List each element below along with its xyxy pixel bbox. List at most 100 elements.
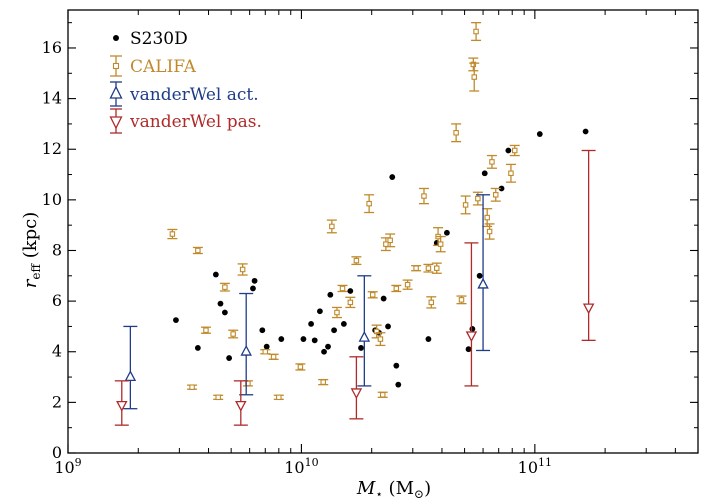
data-point [173,317,179,323]
data-point [582,128,589,135]
legend-label: S230D [130,29,188,49]
data-point [358,330,371,342]
y-axis-title-sub: eff [29,263,43,280]
data-point [481,170,488,177]
data-point [366,200,372,207]
legend-item: CALIFA [110,55,197,77]
legend-label: vanderWel pas. [129,112,262,132]
y-tick-label: 4 [52,342,62,361]
data-point [297,364,304,370]
legend-marker [109,85,123,99]
data-point [421,193,427,199]
data-point [469,326,476,332]
data-point [582,303,595,315]
data-point [380,295,387,302]
data-point [222,284,228,290]
data-point [340,320,347,327]
y-axis-title: reff (kpc) [20,212,43,289]
legend-marker [109,116,123,130]
legend-item: vanderWel act. [109,81,259,107]
data-point [389,174,396,180]
data-point [239,266,246,273]
data-point [465,346,472,353]
legend-item: vanderWel pas. [109,108,262,134]
data-point [489,159,495,165]
data-point [215,394,221,401]
data-point [425,265,432,271]
data-point [477,277,489,289]
data-point [385,323,391,330]
data-layer [114,22,596,426]
data-point [393,362,400,369]
data-point [347,299,354,306]
legend-label: vanderWel act. [129,85,259,105]
y-tick-label: 2 [52,392,62,411]
data-point [404,281,411,288]
y-axis-title-unit: (kpc) [20,212,41,264]
data-point [492,192,499,198]
data-point [251,277,258,284]
data-point [373,328,380,335]
series-dot [173,128,589,388]
data-point [189,384,195,390]
data-point [505,147,512,154]
data-point [240,344,252,356]
data-point [428,299,435,306]
data-point [212,271,219,278]
data-point [473,28,479,35]
data-point [116,400,128,412]
data-point [334,309,340,316]
data-point [339,285,346,292]
data-point [475,195,481,202]
data-point [262,348,269,355]
data-point [486,228,493,235]
data-point [259,327,266,334]
series-triangle-down [114,149,596,426]
y-tick-label: 0 [52,443,62,462]
y-tick-label: 10 [42,190,62,209]
data-point [387,237,393,244]
data-point [311,337,318,344]
data-point [508,170,514,177]
data-point [263,343,270,350]
data-point [484,214,490,221]
x-tick-label: 1010 [284,456,318,477]
x-axis-title-unit-close: ) [424,478,431,499]
y-axis-title-main: r [20,278,41,288]
plot-frame [67,9,699,454]
data-point [331,327,337,334]
data-point [327,291,334,298]
legend-marker [113,35,119,41]
x-tick-label: 1011 [518,456,552,477]
legend-item: S230D [113,29,188,49]
data-point [347,288,354,294]
data-point [353,257,360,264]
data-point [425,336,432,342]
data-point [383,241,389,247]
legend: S230D CALIFA vanderWel act. vanderWel pas. [109,29,262,134]
data-point [377,336,384,342]
data-point [471,74,477,80]
data-point [195,247,201,254]
data-point [221,309,228,316]
data-point [350,388,363,400]
data-point [250,285,256,292]
data-point [203,327,209,333]
y-tick-label: 12 [42,139,62,158]
data-point [453,130,459,136]
data-point [235,400,247,412]
data-point [444,229,450,236]
data-point [276,394,282,401]
data-point [358,345,364,351]
data-point [325,343,331,350]
data-point [278,336,285,342]
data-point [270,354,277,360]
data-point [476,272,483,279]
legend-marker [112,62,120,70]
y-tick-label: 16 [42,38,62,57]
data-point [470,61,477,68]
data-point [369,292,376,298]
data-point [462,202,469,208]
x-axis-title-unit-open: (M [383,478,414,499]
